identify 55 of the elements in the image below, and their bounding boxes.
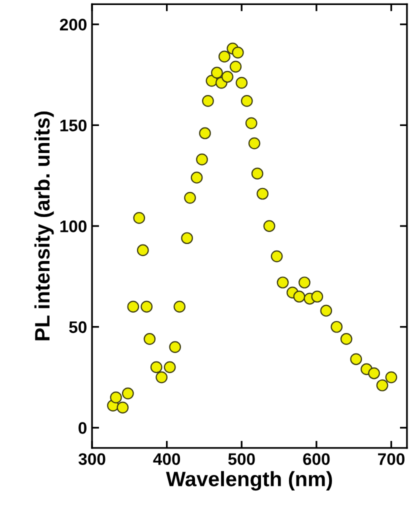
point <box>174 300 186 313</box>
point <box>293 290 306 303</box>
x-tick-label: 700 <box>378 453 404 465</box>
point <box>298 276 310 288</box>
point <box>385 371 398 384</box>
point <box>376 379 388 392</box>
point <box>122 388 134 400</box>
point <box>144 333 156 345</box>
point <box>340 333 352 345</box>
point <box>169 341 181 353</box>
y-axis-title: PL intensity (arb. units) <box>34 111 54 340</box>
y-tick-label: 100 <box>60 220 86 232</box>
point <box>251 168 264 180</box>
x-tick-label: 400 <box>153 453 180 465</box>
x-axis-title: Wavelength (nm) <box>166 471 332 491</box>
point <box>350 353 362 366</box>
point <box>199 127 211 140</box>
y-tick-label: 0 <box>78 422 86 434</box>
point <box>263 220 276 232</box>
point <box>136 244 149 256</box>
point <box>150 361 162 374</box>
point <box>133 212 146 224</box>
y-tick-label: 50 <box>69 321 86 334</box>
y-tick-label: 200 <box>60 18 86 31</box>
point <box>368 367 380 380</box>
point <box>202 95 214 107</box>
x-tick-label: 500 <box>228 453 255 465</box>
x-tick-label: 600 <box>303 453 330 465</box>
point <box>116 402 129 414</box>
point <box>276 276 289 288</box>
x-tick-label: 300 <box>78 453 106 466</box>
point <box>221 70 234 83</box>
point <box>211 66 223 79</box>
point <box>140 300 153 313</box>
point <box>245 117 258 130</box>
point <box>240 95 253 107</box>
point <box>230 60 242 73</box>
point <box>218 50 230 63</box>
point <box>110 392 122 404</box>
point <box>236 76 248 89</box>
point <box>181 232 193 244</box>
point <box>320 304 332 317</box>
point <box>196 154 208 166</box>
point <box>184 192 196 204</box>
point <box>156 371 168 384</box>
point <box>256 188 269 200</box>
point <box>270 250 283 262</box>
y-tick-label: 150 <box>60 120 86 132</box>
point <box>232 46 244 58</box>
point <box>127 300 140 313</box>
point <box>164 361 176 374</box>
point <box>330 320 343 333</box>
point <box>311 290 324 303</box>
point <box>248 137 260 150</box>
point <box>190 172 203 184</box>
